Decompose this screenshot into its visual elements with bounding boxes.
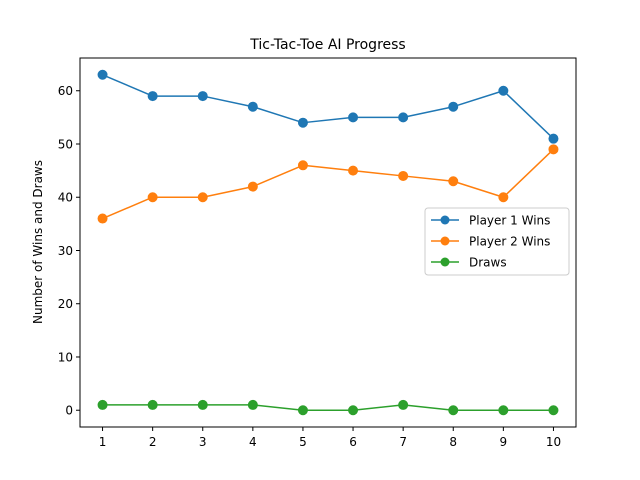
y-tick-label: 10 xyxy=(58,350,73,364)
chart-title: Tic-Tac-Toe AI Progress xyxy=(249,37,405,53)
data-point-player-1-wins xyxy=(398,112,409,123)
data-point-player-1-wins xyxy=(498,85,509,96)
data-point-player-2-wins xyxy=(548,144,559,155)
data-point-draws xyxy=(147,399,158,410)
data-point-player-1-wins xyxy=(448,101,459,112)
data-point-player-1-wins xyxy=(147,91,158,102)
data-point-draws xyxy=(297,405,308,416)
y-tick-label: 40 xyxy=(58,191,73,205)
y-tick-label: 30 xyxy=(58,244,73,258)
legend-marker-player-1-wins xyxy=(440,215,450,225)
data-point-draws xyxy=(348,405,359,416)
data-point-player-1-wins xyxy=(97,69,108,80)
data-point-player-2-wins xyxy=(297,160,308,171)
data-point-player-1-wins xyxy=(247,101,258,112)
series-line-draws xyxy=(102,404,554,411)
data-point-player-1-wins xyxy=(197,91,208,102)
data-point-player-2-wins xyxy=(348,165,359,176)
data-point-player-2-wins xyxy=(147,192,158,203)
legend: Player 1 Wins Player 2 Wins Draws xyxy=(424,207,570,276)
x-tick-label: 8 xyxy=(449,435,457,449)
data-point-player-2-wins xyxy=(398,170,409,181)
plot-series xyxy=(97,69,559,416)
data-point-draws xyxy=(548,405,559,416)
legend-label-player-1-wins: Player 1 Wins xyxy=(469,214,550,228)
series-line-player-2-wins xyxy=(102,148,554,220)
x-tick-label: 3 xyxy=(199,435,207,449)
x-tick-label: 9 xyxy=(500,435,508,449)
data-point-player-2-wins xyxy=(247,181,258,192)
x-tick-label: 6 xyxy=(349,435,357,449)
legend-label-player-2-wins: Player 2 Wins xyxy=(469,235,550,249)
legend-marker-draws xyxy=(440,257,450,267)
data-point-player-2-wins xyxy=(97,213,108,224)
series-line-player-1-wins xyxy=(102,74,554,140)
x-tick-label: 4 xyxy=(249,435,257,449)
data-point-player-2-wins xyxy=(448,176,459,187)
data-point-draws xyxy=(197,399,208,410)
data-point-player-1-wins xyxy=(297,117,308,128)
y-axis-label: Number of Wins and Draws xyxy=(31,160,45,324)
x-tick-label: 7 xyxy=(399,435,407,449)
x-tick-label: 10 xyxy=(546,435,561,449)
data-point-player-1-wins xyxy=(548,133,559,144)
legend-marker-player-2-wins xyxy=(440,236,450,246)
x-tick-label: 1 xyxy=(99,435,107,449)
y-tick-label: 0 xyxy=(65,404,73,418)
data-point-draws xyxy=(448,405,459,416)
data-point-draws xyxy=(97,399,108,410)
data-point-player-1-wins xyxy=(348,112,359,123)
legend-box xyxy=(424,207,570,276)
data-point-draws xyxy=(398,399,409,410)
axis-ticks: 1 2 3 4 5 6 7 8 9 10 0 10 20 30 40 50 60 xyxy=(58,84,561,449)
data-point-draws xyxy=(498,405,509,416)
data-point-player-2-wins xyxy=(498,192,509,203)
y-tick-label: 20 xyxy=(58,297,73,311)
x-tick-label: 2 xyxy=(149,435,157,449)
plot-frame xyxy=(79,57,577,428)
data-point-player-2-wins xyxy=(197,192,208,203)
y-tick-label: 50 xyxy=(58,137,73,151)
y-tick-label: 60 xyxy=(58,84,73,98)
data-point-draws xyxy=(247,399,258,410)
legend-label-draws: Draws xyxy=(469,256,507,270)
x-tick-label: 5 xyxy=(299,435,307,449)
